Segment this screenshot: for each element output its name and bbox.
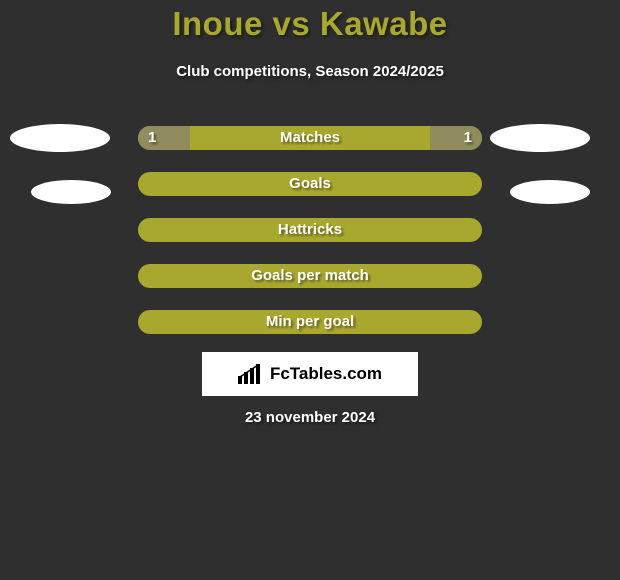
stat-row: Hattricks bbox=[0, 218, 620, 264]
chart-icon bbox=[238, 364, 264, 384]
stat-row: Goals bbox=[0, 172, 620, 218]
subtitle: Club competitions, Season 2024/2025 bbox=[0, 63, 620, 80]
page-title: Inoue vs Kawabe bbox=[0, 5, 620, 43]
bar-label: Matches bbox=[138, 126, 482, 150]
date-line: 23 november 2024 bbox=[0, 409, 620, 426]
bar-label: Goals bbox=[138, 172, 482, 196]
bar-label: Hattricks bbox=[138, 218, 482, 242]
bar-label: Min per goal bbox=[138, 310, 482, 334]
value-right: 1 bbox=[464, 126, 472, 150]
brand-text: FcTables.com bbox=[270, 364, 382, 384]
brand-badge: FcTables.com bbox=[202, 352, 418, 396]
stat-rows: Matches1 1 Goals Hattricks Goals per match Mi… bbox=[0, 126, 620, 356]
stat-row: Matches1 1 bbox=[0, 126, 620, 172]
stat-row: Goals per match bbox=[0, 264, 620, 310]
value-left: 1 bbox=[148, 126, 156, 150]
stat-row: Min per goal bbox=[0, 310, 620, 356]
bar-label: Goals per match bbox=[138, 264, 482, 288]
